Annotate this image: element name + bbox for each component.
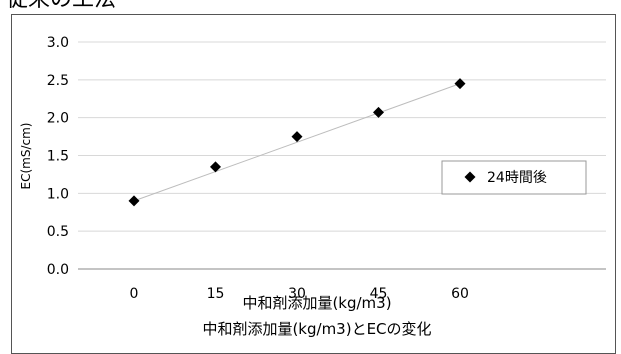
x-tick-label: 0 bbox=[130, 286, 139, 302]
x-tick-label: 60 bbox=[451, 286, 469, 302]
data-point bbox=[454, 78, 466, 90]
gridlines bbox=[78, 41, 606, 270]
data-point bbox=[128, 195, 140, 207]
legend-marker bbox=[464, 171, 476, 183]
y-tick-labels: 0.0 0.5 1.0 1.5 2.0 2.5 3.0 bbox=[47, 35, 69, 278]
y-tick-label: 0.0 bbox=[47, 262, 69, 278]
y-tick-label: 1.0 bbox=[47, 186, 69, 202]
data-points bbox=[128, 78, 466, 207]
x-tick-label: 30 bbox=[288, 286, 306, 302]
legend-label: 24時間後 bbox=[487, 170, 547, 186]
legend: 24時間後 bbox=[441, 160, 587, 195]
x-tick-label: 15 bbox=[207, 286, 225, 302]
y-tick-label: 1.5 bbox=[47, 149, 69, 165]
chart-title: 中和剤添加量(kg/m3)とECの変化 bbox=[202, 320, 431, 338]
x-axis-label: 中和剤添加量(kg/m3) bbox=[242, 294, 391, 312]
x-tick-label: 45 bbox=[370, 286, 388, 302]
data-point bbox=[373, 106, 384, 118]
y-tick-label: 0.5 bbox=[47, 224, 69, 240]
data-point bbox=[210, 161, 221, 173]
trend-line bbox=[133, 83, 461, 202]
y-axis-label: EC(mS/cm) bbox=[19, 123, 33, 190]
y-tick-label: 2.0 bbox=[47, 111, 69, 127]
data-point bbox=[291, 131, 303, 143]
x-tick-labels: 0 15 30 45 60 bbox=[130, 286, 469, 302]
y-tick-label: 3.0 bbox=[47, 35, 69, 51]
y-tick-label: 2.5 bbox=[47, 73, 69, 89]
section-heading: 従来の工法 bbox=[6, 0, 116, 13]
